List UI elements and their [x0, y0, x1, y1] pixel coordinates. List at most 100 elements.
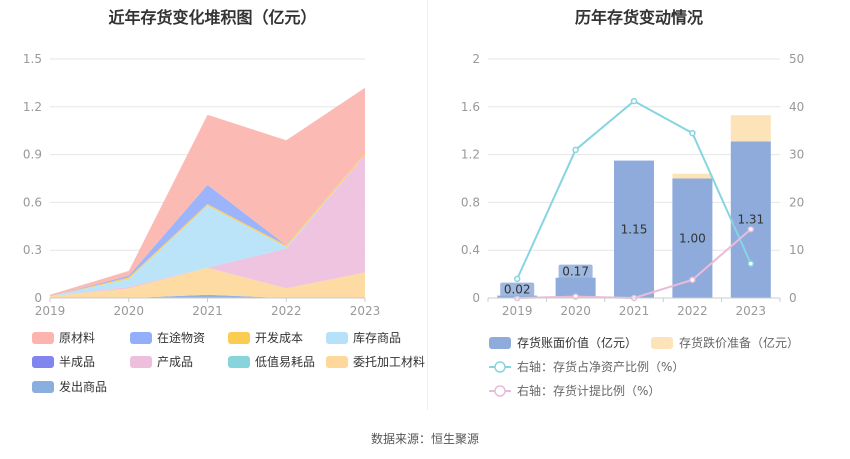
legend-label: 发出商品: [59, 379, 107, 394]
legend-label: 存货账面价值（亿元）: [517, 335, 637, 350]
bar-value-label: 0.02: [504, 283, 531, 297]
area-委托加工材料: [50, 267, 365, 298]
right-legend-item: 右轴：存货计提比例（%）: [489, 383, 660, 398]
left-legend-item: 发出商品: [32, 379, 107, 394]
legend-label: 右轴：存货计提比例（%）: [517, 383, 660, 398]
right-x-tick: 2020: [560, 304, 591, 318]
legend-swatch: [651, 337, 673, 349]
right-x-tick: 2021: [619, 304, 650, 318]
right-y2-tick: 30: [789, 148, 804, 162]
left-legend-item: 低值易耗品: [228, 354, 315, 369]
legend-label: 存货跌价准备（亿元）: [679, 335, 799, 350]
left-y-tick: 1.2: [23, 100, 42, 114]
right-x-tick: 2023: [736, 304, 767, 318]
legend-label: 产成品: [157, 355, 193, 369]
legend-label: 在途物资: [157, 330, 205, 345]
legend-swatch: [32, 381, 54, 393]
left-areas: [50, 87, 365, 298]
legend-swatch: [228, 356, 250, 368]
right-y2-tick: 50: [789, 52, 804, 66]
left-legend-item: 库存商品: [326, 330, 401, 345]
right-y2-tick: 20: [789, 195, 804, 209]
left-chart-title: 近年存货变化堆积图（亿元）: [108, 8, 317, 27]
line-point: [630, 97, 638, 105]
right-legend-item: 存货账面价值（亿元）: [489, 335, 637, 350]
legend-label: 委托加工材料: [353, 355, 425, 369]
left-y-tick: 1.5: [23, 52, 42, 66]
bar-provision: [730, 115, 771, 142]
bar-value-label: 0.17: [562, 265, 589, 279]
left-legend-item: 产成品: [130, 355, 193, 369]
left-legend-item: 原材料: [32, 331, 95, 345]
left-x-tick: 2022: [271, 304, 302, 318]
left-legend-item: 开发成本: [228, 330, 303, 345]
line-point: [572, 146, 579, 154]
right-lines: 0.02 0.17 1.15 1.00 1.31: [500, 97, 768, 302]
left-axis: 0 0.3 0.6 0.9 1.2 1.5 2019 2020 2021 2022 2023: [23, 52, 380, 318]
right-y2-tick: 40: [789, 100, 804, 114]
right-y-tick: 1.6: [461, 100, 480, 114]
right-y2-tick: 0: [789, 291, 797, 305]
area-库存商品: [50, 154, 365, 297]
area-发出商品: [50, 294, 365, 298]
bar-label-bg: [617, 222, 651, 237]
right-y-tick: 0.8: [461, 195, 480, 209]
bar-label-bg: [500, 282, 535, 297]
legend-label: 半成品: [59, 355, 95, 369]
chart-divider: [427, 0, 428, 410]
legend-label: 低值易耗品: [255, 354, 315, 369]
legend-label: 库存商品: [353, 330, 401, 345]
left-y-tick: 0.6: [23, 195, 42, 209]
legend-label: 右轴：存货占净资产比例（%）: [517, 359, 684, 374]
left-legend-item: 委托加工材料: [326, 355, 425, 369]
line-point: [689, 129, 696, 137]
bar-value-label: 1.15: [621, 222, 648, 236]
bar-provision: [672, 173, 713, 179]
line-point: [747, 225, 755, 233]
legend-swatch: [130, 332, 152, 344]
legend-swatch: [32, 356, 54, 368]
right-x-tick: 2019: [502, 304, 533, 318]
right-x-tick: 2022: [677, 304, 708, 318]
legend-marker: [494, 361, 506, 373]
legend-swatch: [326, 332, 348, 344]
right-bars: [497, 115, 771, 298]
bar-label-bg: [558, 264, 593, 279]
right-chart-title: 历年存货变动情况: [574, 8, 703, 27]
legend-label: 原材料: [59, 331, 95, 345]
right-y-tick: 2: [472, 52, 480, 66]
legend-swatch: [32, 332, 54, 344]
left-x-tick: 2023: [350, 304, 381, 318]
bar-label-bg: [733, 212, 768, 227]
left-x-tick: 2019: [35, 304, 66, 318]
left-x-tick: 2021: [192, 304, 223, 318]
left-legend-item: 半成品: [32, 355, 95, 369]
data-source: 数据来源：恒生聚源: [370, 432, 479, 446]
line-point: [513, 275, 521, 283]
legend-swatch: [489, 337, 511, 349]
right-legend-item: 右轴：存货占净资产比例（%）: [489, 359, 684, 374]
line-point: [747, 260, 755, 267]
bar-book-value: [555, 277, 596, 298]
bar-value-label: 1.31: [737, 213, 764, 227]
left-y-tick: 0.9: [23, 148, 42, 162]
legend-swatch: [130, 356, 152, 368]
right-y-tick: 0: [472, 291, 480, 305]
left-y-tick: 0.3: [23, 243, 42, 257]
legend-swatch: [228, 332, 250, 344]
legend-swatch: [326, 356, 348, 368]
right-y2-tick: 10: [789, 243, 804, 257]
bar-value-label: 1.00: [679, 231, 706, 245]
left-x-tick: 2020: [113, 304, 144, 318]
area-产成品: [50, 154, 365, 297]
line-point: [689, 276, 696, 284]
right-legend: 存货账面价值（亿元） 存货跌价准备（亿元） 右轴：存货占净资产比例（%） 右轴：存货计…: [489, 335, 799, 398]
legend-label: 开发成本: [255, 330, 303, 345]
right-legend-item: 存货跌价准备（亿元）: [651, 335, 799, 350]
area-原材料: [50, 87, 365, 297]
right-y-tick: 0.4: [461, 243, 480, 257]
right-y-tick: 1.2: [461, 148, 480, 162]
